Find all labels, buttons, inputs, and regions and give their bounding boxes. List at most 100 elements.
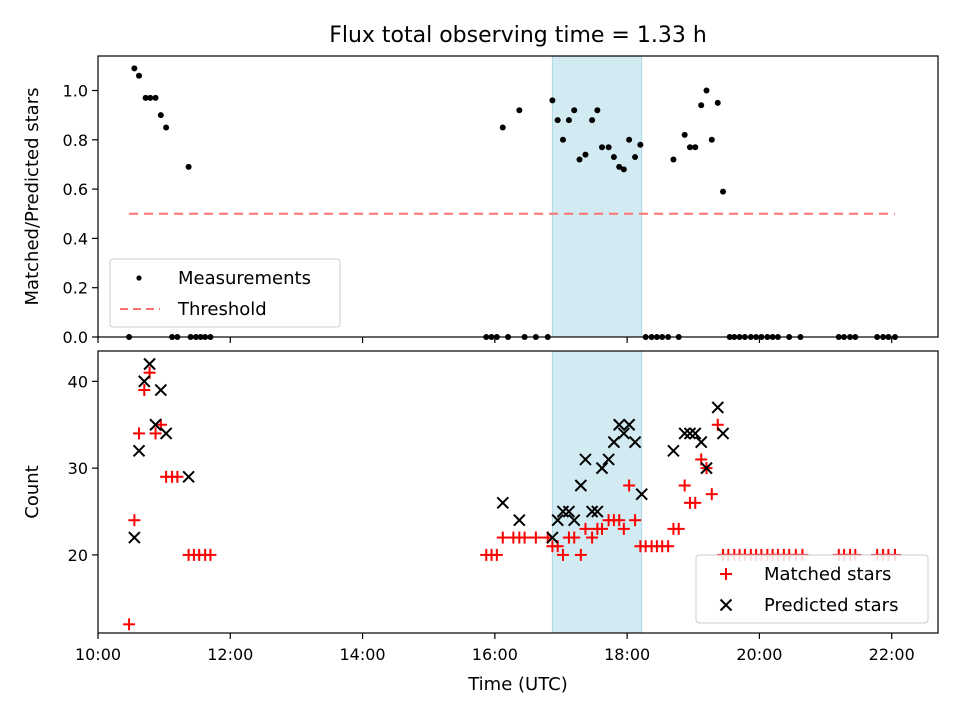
measurement-point <box>605 144 612 151</box>
predicted-star-point <box>628 435 642 449</box>
count-panel-frame <box>97 350 939 634</box>
count-y-axis-label: Count <box>22 465 43 518</box>
predicted-star-point <box>695 435 708 449</box>
y-tick-label: 0.2 <box>63 279 88 298</box>
predicted-star-point <box>182 470 195 484</box>
matched-star-point <box>629 514 642 527</box>
measurement-point <box>576 156 583 163</box>
legend-predicted-marker <box>719 598 733 612</box>
measurement-point <box>720 188 727 195</box>
matched-star-point <box>529 531 542 544</box>
matched-star-point <box>496 531 509 544</box>
y-tick-label: 0.6 <box>63 180 88 199</box>
x-tick-label: 16:00 <box>472 645 518 664</box>
predicted-star-point <box>132 444 146 457</box>
matched-star-point <box>596 522 608 535</box>
matched-star-point <box>149 427 162 440</box>
measurement-point <box>686 144 693 151</box>
measurement-point <box>565 117 572 124</box>
predicted-star-point <box>585 505 599 518</box>
chart-title: Flux total observing time = 1.33 h <box>329 23 707 48</box>
matched-star-point <box>204 548 217 561</box>
ratio-legend: Measurements Threshold <box>109 258 341 328</box>
measurement-point <box>610 154 617 161</box>
count-legend: Matched stars Predicted stars <box>695 554 929 624</box>
x-tick-label: 10:00 <box>75 645 121 664</box>
predicted-star-point <box>617 427 631 440</box>
predicted-star-point <box>591 505 604 518</box>
measurement-point <box>549 97 556 104</box>
ratio-panel-frame <box>97 55 939 338</box>
matched-star-point <box>123 618 136 631</box>
predicted-star-point <box>513 513 526 527</box>
measurement-point <box>626 136 633 143</box>
predicted-star-point <box>689 427 702 440</box>
measurement-point <box>157 112 164 119</box>
count-legend-box <box>695 554 929 624</box>
observing-window-band <box>551 55 643 338</box>
legend-cross-glyph <box>719 598 733 612</box>
measurement-point <box>670 156 677 163</box>
predicted-star-point <box>574 479 588 492</box>
matched-star-point <box>574 548 587 561</box>
predicted-star-point <box>138 375 151 388</box>
measurement-point <box>589 117 596 124</box>
measurement-point <box>692 144 699 151</box>
measurement-point <box>163 124 170 131</box>
predicted-star-point <box>612 418 626 431</box>
matched-star-point <box>128 514 141 527</box>
x-axis-label: Time (UTC) <box>467 674 568 695</box>
y-tick-label: 0.8 <box>63 131 88 150</box>
predicted-star-point <box>546 531 559 544</box>
matched-star-point <box>662 540 675 553</box>
predicted-star-point <box>568 513 581 527</box>
predicted-star-point <box>562 505 576 518</box>
y-tick-label: 30 <box>68 459 88 478</box>
legend-threshold-label: Threshold <box>177 299 267 320</box>
measurement-point <box>714 99 721 106</box>
measurement-point <box>708 136 715 143</box>
predicted-star-point <box>607 435 621 449</box>
matched-star-point <box>613 514 626 527</box>
matched-star-point <box>490 548 503 561</box>
measurement-point <box>681 131 688 138</box>
matched-star-point <box>133 427 146 440</box>
measurement-point <box>599 144 605 151</box>
predicted-star-point <box>128 531 141 544</box>
predicted-star-point <box>595 461 609 475</box>
matched-star-point <box>586 531 599 544</box>
measurement-point <box>185 163 192 170</box>
matched-star-point <box>556 548 569 561</box>
measurement-point <box>582 151 589 158</box>
predicted-star-point <box>154 383 168 397</box>
measurement-point <box>152 94 159 101</box>
predicted-star-point <box>143 357 156 371</box>
matched-star-point <box>568 531 581 544</box>
matched-star-point <box>518 531 531 544</box>
measurement-point <box>136 72 143 79</box>
matched-star-point <box>623 479 636 492</box>
predicted-star-point <box>683 427 697 440</box>
legend-measurements-marker <box>136 275 142 281</box>
y-tick-label: 40 <box>68 372 88 391</box>
measurement-point <box>594 107 601 114</box>
measurement-point <box>698 102 705 109</box>
measurement-point <box>147 94 154 101</box>
predicted-star-point <box>579 453 592 466</box>
x-tick-label: 20:00 <box>736 645 782 664</box>
count-panel: 20 30 40 10:00 12:00 14:00 16:00 18:00 20:00 22:0… <box>22 350 939 695</box>
y-tick-label: 1.0 <box>63 82 88 101</box>
matched-star-point <box>689 496 702 509</box>
measurement-point <box>499 124 506 131</box>
measurement-point <box>620 166 627 173</box>
y-tick-label: 0.0 <box>63 328 88 347</box>
matched-star-point <box>678 479 691 492</box>
x-tick-label: 18:00 <box>604 645 650 664</box>
predicted-star-point <box>635 487 648 501</box>
predicted-star-point <box>678 427 691 440</box>
measurement-point <box>516 107 523 114</box>
y-tick-label: 0.4 <box>63 229 88 248</box>
matched-star-point <box>672 522 685 535</box>
predicted-star-point <box>667 444 680 457</box>
y-tick-label: 20 <box>68 546 88 565</box>
